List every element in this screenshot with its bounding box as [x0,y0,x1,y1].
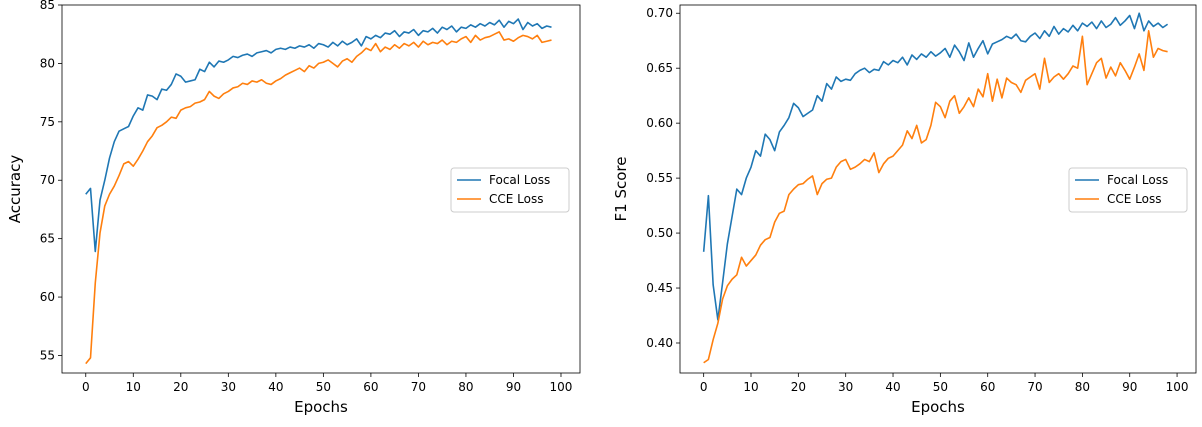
y-tick-label: 55 [40,348,55,362]
x-tick-label: 80 [1075,380,1090,394]
x-tick-label: 60 [363,380,378,394]
y-tick-label: 0.40 [646,336,673,350]
x-tick-label: 60 [980,380,995,394]
plot-frame [679,4,1197,374]
legend: Focal Loss CCE Loss [450,167,570,213]
x-tick-label: 90 [506,380,521,394]
x-tick-label: 20 [173,380,188,394]
x-tick-label: 40 [268,380,283,394]
y-tick-label: 0.65 [646,61,673,75]
series-line-focal-loss [702,12,1169,321]
y-tick-label: 60 [40,290,55,304]
y-tick-label: 80 [40,56,55,70]
legend-label: CCE Loss [1107,192,1161,206]
x-tick-label: 90 [1122,380,1137,394]
x-tick-label: 100 [550,380,573,394]
x-tick-label: 0 [82,380,90,394]
x-tick-label: 70 [411,380,426,394]
x-tick-label: 50 [933,380,948,394]
legend-label: Focal Loss [489,173,550,187]
f1-score-chart: 0 10 20 30 40 50 60 70 80 90 100 0.40 0.45 0.50 0.55 0.… [612,4,1197,416]
x-tick-label: 50 [316,380,331,394]
y-tick-label: 0.60 [646,116,673,130]
x-tick-label: 0 [700,380,708,394]
x-tick-label: 30 [221,380,236,394]
x-tick-label: 10 [126,380,141,394]
legend-box [450,167,570,213]
x-tick-label: 100 [1166,380,1189,394]
x-axis-label: Epochs [911,398,965,416]
y-tick-label: 65 [40,232,55,246]
accuracy-chart: 0 10 20 30 40 50 60 70 80 90 100 55 60 65 70 75 80 85 Epoc… [6,0,581,416]
series-line-cce-loss [703,30,1168,364]
y-tick-label: 0.55 [646,171,673,185]
x-tick-label: 30 [838,380,853,394]
legend-label: CCE Loss [489,192,543,206]
y-axis-label: Accuracy [6,155,24,224]
y-tick-label: 75 [40,115,55,129]
y-tick-label: 70 [40,173,55,187]
plot-frame [61,4,581,374]
y-tick-label: 0.45 [646,281,673,295]
x-axis-label: Epochs [294,398,348,416]
series-line-focal-loss [85,18,552,253]
y-tick-label: 0.70 [646,6,673,20]
legend: Focal Loss CCE Loss [1068,167,1188,213]
y-tick-label: 85 [40,0,55,12]
x-tick-label: 80 [458,380,473,394]
legend-box [1068,167,1188,213]
x-tick-label: 70 [1027,380,1042,394]
y-tick-label: 0.50 [646,226,673,240]
y-axis-label: F1 Score [612,157,630,222]
series-line-cce-loss [85,31,552,365]
x-tick-label: 40 [885,380,900,394]
x-tick-label: 10 [743,380,758,394]
x-tick-label: 20 [791,380,806,394]
legend-label: Focal Loss [1107,173,1168,187]
